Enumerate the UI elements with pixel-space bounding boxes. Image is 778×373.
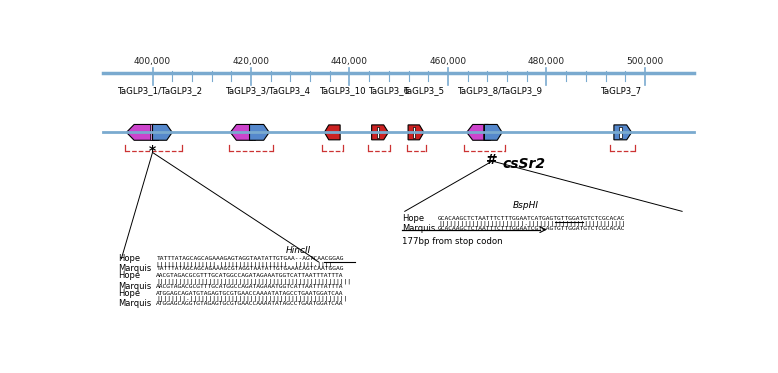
Text: ||||||||||||||||||||||||||||||||||||||||||||||||||||: ||||||||||||||||||||||||||||||||||||||||…	[156, 278, 352, 284]
Text: TaGLP3_5: TaGLP3_5	[404, 86, 445, 95]
Polygon shape	[152, 125, 172, 140]
Text: *: *	[149, 144, 156, 158]
Text: 420,000: 420,000	[233, 57, 269, 66]
Polygon shape	[250, 125, 269, 140]
Polygon shape	[467, 125, 489, 140]
Text: 500,000: 500,000	[626, 57, 664, 66]
Text: GCACAAGCTCTAATTTCTTTGGAATCATGAGTGTTGGATGTCTCGCACAC: GCACAAGCTCTAATTTCTTTGGAATCATGAGTGTTGGATG…	[438, 216, 626, 221]
Bar	[254, 125, 255, 140]
Text: Hope: Hope	[118, 289, 141, 298]
Bar	[248, 125, 253, 140]
Text: csSr2: csSr2	[502, 157, 545, 171]
Polygon shape	[408, 125, 424, 140]
Text: 480,000: 480,000	[528, 57, 565, 66]
Text: Hope: Hope	[401, 214, 424, 223]
Polygon shape	[614, 125, 632, 140]
Text: Hope: Hope	[118, 254, 141, 263]
Bar	[413, 127, 415, 138]
Text: ATGGAGCAGATGTAGAGTGCGTGAACCAAAATATAGCCTGAATGGATCAA: ATGGAGCAGATGTAGAGTGCGTGAACCAAAATATAGCCTG…	[156, 291, 344, 296]
Text: Hope: Hope	[118, 272, 141, 280]
Bar	[489, 125, 490, 140]
Text: HincII: HincII	[286, 246, 311, 255]
Text: Marquis: Marquis	[118, 282, 152, 291]
Bar	[253, 125, 254, 140]
Text: TATTTATAGCAGCAGAAAGAGTAGGTAATATTGTGAA--AGTCAACGGAG: TATTTATAGCAGCAGAAAGAGTAGGTAATATTGTGAA--A…	[156, 256, 344, 261]
Text: TaGLP3_7: TaGLP3_7	[601, 86, 642, 95]
Polygon shape	[485, 125, 502, 140]
Text: BspHI: BspHI	[513, 201, 538, 210]
Text: #: #	[486, 153, 498, 167]
Text: |||||||||||||||||||||||.||||||||||||||||||||||||||: |||||||||||||||||||||||.||||||||||||||||…	[438, 221, 626, 226]
Text: Marquis: Marquis	[401, 224, 435, 233]
Bar	[619, 127, 622, 138]
Text: ||||||||||||||||.||||||||||||||||||  |||||.||||: ||||||||||||||||.|||||||||||||||||| ||||…	[156, 261, 332, 267]
Text: TaGLP3_1/TaGLP3_2: TaGLP3_1/TaGLP3_2	[118, 86, 203, 95]
Text: AACGTAGACGCGTTTGCATGGCCAGATAGAAATGGTCATTAATTTATTTA: AACGTAGACGCGTTTGCATGGCCAGATAGAAATGGTCATT…	[156, 273, 344, 279]
Text: TaGLP3_10: TaGLP3_10	[320, 86, 366, 95]
Polygon shape	[372, 125, 388, 140]
Text: TaGLP3_3/TaGLP3_4: TaGLP3_3/TaGLP3_4	[226, 86, 311, 95]
Text: 440,000: 440,000	[331, 57, 368, 66]
Text: Marquis: Marquis	[118, 264, 152, 273]
Bar	[377, 127, 379, 138]
Text: ||||||||.||||||||||||||||||||||||||||||||||||||||||: ||||||||.|||||||||||||||||||||||||||||||…	[156, 296, 348, 301]
Bar	[483, 125, 487, 140]
Text: ATGGAGCAGGTGTAGAGTGCGTGAACCAAAATATAGCCTGAATGGATCAA: ATGGAGCAGGTGTAGAGTGCGTGAACCAAAATATAGCCTG…	[156, 301, 344, 306]
Polygon shape	[126, 125, 154, 140]
Text: 400,000: 400,000	[134, 57, 171, 66]
Text: 460,000: 460,000	[429, 57, 467, 66]
Bar	[150, 125, 155, 140]
Text: 177bp from stop codon: 177bp from stop codon	[401, 237, 503, 246]
Text: TATTTATAGCAGCAGAAAGCGTAGGTAATATTGTGAAACAGTCAATGGAG: TATTTATAGCAGCAGAAAGCGTAGGTAATATTGTGAAACA…	[156, 266, 344, 271]
Polygon shape	[230, 125, 252, 140]
Bar	[487, 125, 489, 140]
Text: GCACAAGCTCTAATTTCTTTGGAATCGTGAGTGTTGGATGTCTCGCACAC: GCACAAGCTCTAATTTCTTTGGAATCGTGAGTGTTGGATG…	[438, 226, 626, 231]
Bar	[155, 125, 156, 140]
Polygon shape	[324, 125, 340, 140]
Text: AACGTAGACGCGTTTGCATGGCCAGATAGAAATGGTCATTAATTTATTTA: AACGTAGACGCGTTTGCATGGCCAGATAGAAATGGTCATT…	[156, 283, 344, 289]
Text: Marquis: Marquis	[118, 299, 152, 308]
Bar	[156, 125, 158, 140]
Text: TaGLP3_8/TaGLP3_9: TaGLP3_8/TaGLP3_9	[457, 86, 543, 95]
Text: TaGLP3_6: TaGLP3_6	[370, 86, 410, 95]
